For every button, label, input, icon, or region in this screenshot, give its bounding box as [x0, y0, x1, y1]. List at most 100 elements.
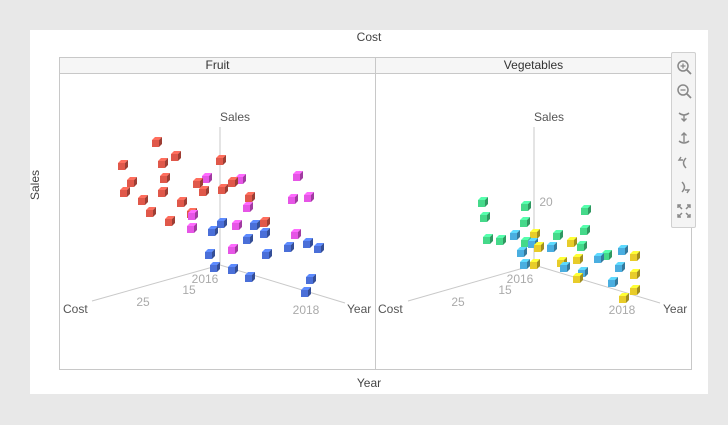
data-point-side	[217, 262, 220, 272]
data-point	[517, 247, 527, 257]
data-point-top	[304, 192, 314, 195]
data-point-front	[547, 245, 554, 252]
data-point-front	[205, 252, 212, 259]
data-point-side	[252, 192, 255, 202]
data-point-top	[520, 217, 530, 220]
data-point-side	[580, 254, 583, 264]
data-point	[618, 245, 628, 255]
data-point	[118, 160, 128, 170]
data-point-front	[520, 262, 527, 269]
data-point	[208, 226, 218, 236]
data-point-front	[602, 253, 609, 260]
data-point-side	[601, 253, 604, 263]
data-point	[483, 234, 493, 244]
data-point-side	[184, 197, 187, 207]
rotate-right-button[interactable]	[673, 176, 694, 197]
data-point-side	[206, 186, 209, 196]
data-point-side	[541, 242, 544, 252]
data-point-top	[236, 174, 246, 177]
rotate-left-button[interactable]	[673, 152, 694, 173]
data-point-side	[134, 177, 137, 187]
data-point-top	[218, 184, 228, 187]
data-point-top	[187, 223, 197, 226]
data-point-side	[125, 160, 128, 170]
data-point-side	[267, 228, 270, 238]
data-point-front	[232, 223, 239, 230]
data-point-side	[165, 158, 168, 168]
data-point-top	[573, 273, 583, 276]
data-point-top	[306, 274, 316, 277]
fit-to-window-button[interactable]	[673, 200, 694, 221]
data-point-top	[630, 269, 640, 272]
data-point-top	[301, 287, 311, 290]
data-point-top	[530, 259, 540, 262]
data-point	[177, 197, 187, 207]
data-point-front	[243, 205, 250, 212]
rotate-up-button[interactable]	[673, 128, 694, 149]
data-point-side	[165, 187, 168, 197]
data-point-top	[120, 187, 130, 190]
data-point-top	[165, 216, 175, 219]
data-point-side	[321, 243, 324, 253]
data-point-front	[260, 231, 267, 238]
data-point-top	[228, 264, 238, 267]
data-point-top	[232, 220, 242, 223]
data-point-side	[235, 244, 238, 254]
data-point-side	[269, 249, 272, 259]
data-point-side	[490, 234, 493, 244]
top-axis-label: Cost	[356, 30, 382, 44]
data-point	[291, 229, 301, 239]
data-point-front	[245, 195, 252, 202]
data-point-top	[577, 241, 587, 244]
cost-axis-title: Cost	[63, 302, 88, 316]
data-point-side	[311, 192, 314, 202]
data-point-top	[177, 197, 187, 200]
data-point-front	[530, 262, 537, 269]
data-point-front	[250, 223, 257, 230]
rotate-down-button[interactable]	[673, 104, 694, 125]
data-point-top	[146, 207, 156, 210]
data-point-side	[609, 250, 612, 260]
data-point-side	[537, 259, 540, 269]
data-point-front	[530, 232, 537, 239]
data-point-top	[581, 205, 591, 208]
data-point	[594, 253, 604, 263]
data-point-front	[187, 226, 194, 233]
data-point-side	[588, 205, 591, 215]
data-point-side	[637, 269, 640, 279]
data-point-side	[295, 194, 298, 204]
data-point-top	[188, 210, 198, 213]
data-point-top	[260, 217, 270, 220]
data-point-top	[202, 173, 212, 176]
data-point-front	[483, 237, 490, 244]
data-point	[530, 259, 540, 269]
data-point-top	[480, 212, 490, 215]
data-point-front	[510, 233, 517, 240]
data-point-front	[146, 210, 153, 217]
data-point-front	[199, 189, 206, 196]
data-point-front	[615, 265, 622, 272]
data-point	[560, 262, 570, 272]
data-point-front	[581, 208, 588, 215]
data-point	[245, 192, 255, 202]
data-point-front	[160, 176, 167, 183]
data-point	[293, 171, 303, 181]
data-point-front	[208, 229, 215, 236]
data-point-front	[177, 200, 184, 207]
data-point-front	[293, 174, 300, 181]
data-point	[314, 243, 324, 253]
data-point	[171, 151, 181, 161]
data-point-top	[608, 277, 618, 280]
data-point-top	[619, 293, 629, 296]
data-point-top	[521, 237, 531, 240]
zoom-in-button[interactable]	[673, 56, 694, 77]
data-point-side	[485, 197, 488, 207]
data-point-front	[567, 240, 574, 247]
data-point-side	[585, 267, 588, 277]
data-point	[496, 235, 506, 245]
data-point	[160, 173, 170, 183]
zoom-out-button[interactable]	[673, 80, 694, 101]
